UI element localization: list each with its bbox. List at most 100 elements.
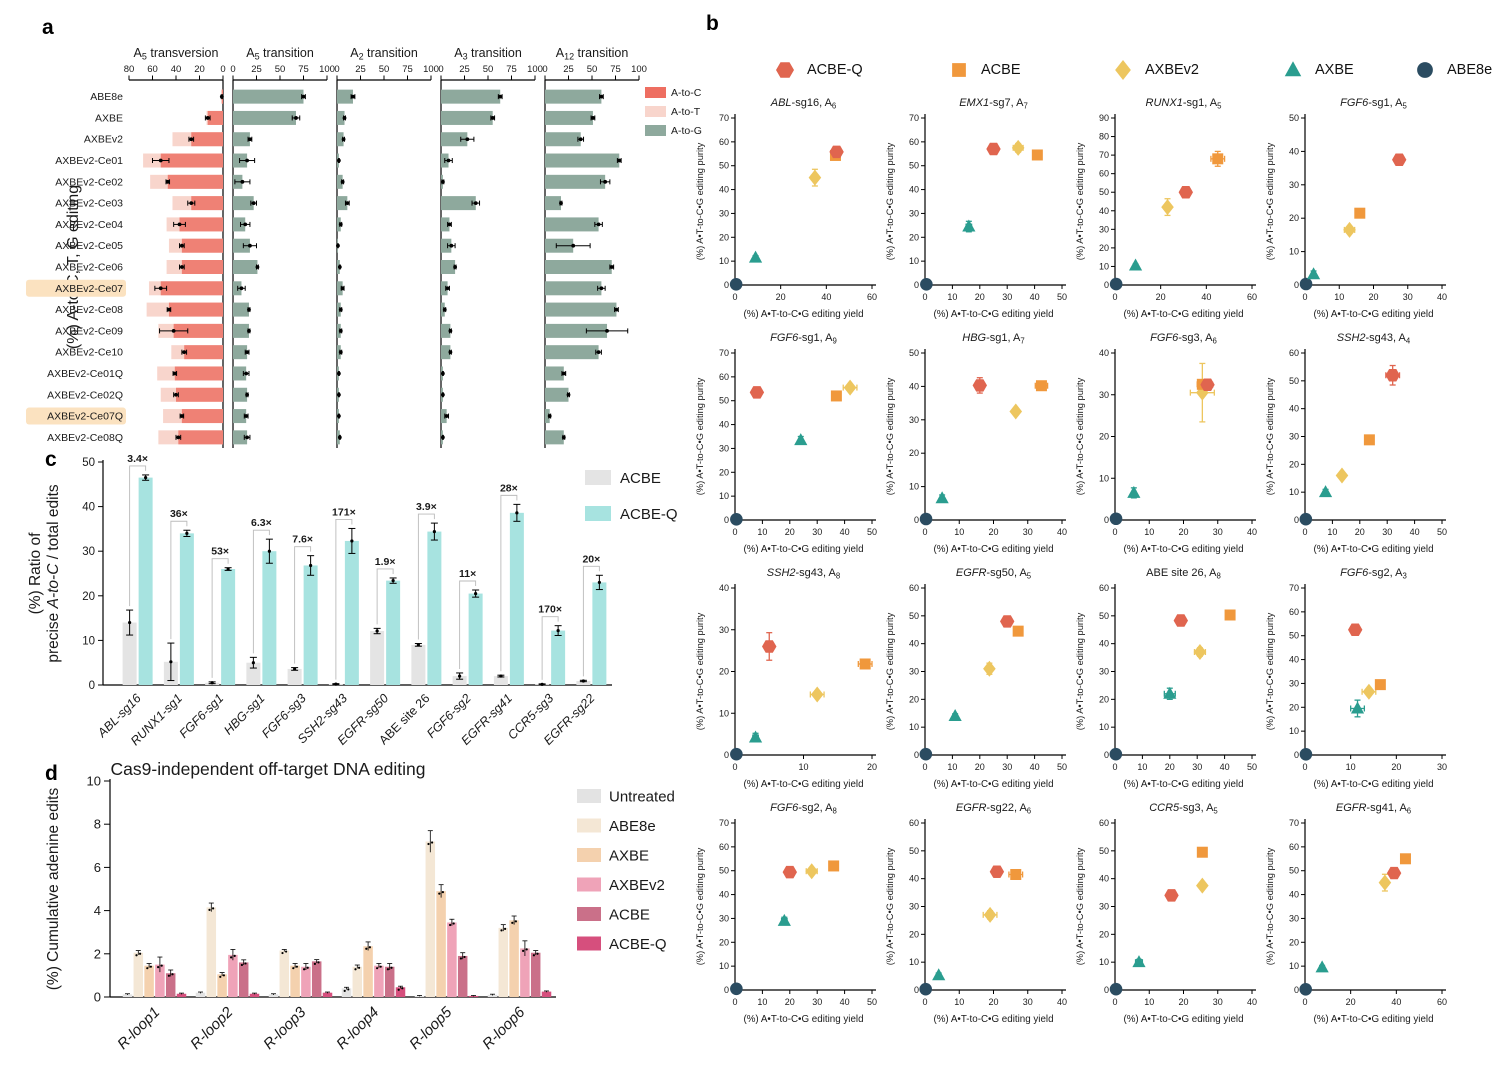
svg-text:60: 60 (1247, 292, 1257, 302)
svg-text:AXBEv2-Ce01Q: AXBEv2-Ce01Q (47, 368, 123, 380)
svg-text:30: 30 (1002, 292, 1012, 302)
svg-text:R-loop3: R-loop3 (260, 1003, 310, 1053)
svg-text:75: 75 (298, 64, 309, 75)
svg-text:(%) A•T-to-C•G editing yield: (%) A•T-to-C•G editing yield (933, 779, 1053, 790)
svg-text:Cas9-independent off-target DN: Cas9-independent off-target DNA editing (111, 759, 426, 779)
svg-text:0: 0 (724, 985, 729, 995)
svg-text:50: 50 (867, 997, 877, 1007)
svg-text:20: 20 (909, 448, 919, 458)
legend-label: AXBE (1315, 62, 1354, 78)
hexagon-icon (776, 62, 794, 78)
svg-text:25: 25 (563, 64, 574, 75)
svg-text:30: 30 (812, 527, 822, 537)
svg-text:40: 40 (1099, 206, 1109, 216)
svg-text:0: 0 (1112, 762, 1117, 772)
svg-text:20: 20 (785, 527, 795, 537)
svg-text:40: 40 (1099, 348, 1109, 358)
svg-text:3.9×: 3.9× (416, 501, 437, 513)
svg-text:AXBEv2-Ce01: AXBEv2-Ce01 (55, 155, 123, 167)
svg-text:EMX1-sg7, A7: EMX1-sg7, A7 (959, 97, 1028, 111)
svg-text:100: 100 (527, 64, 543, 75)
svg-text:30: 30 (1002, 762, 1012, 772)
svg-text:0: 0 (914, 280, 919, 290)
svg-text:30: 30 (1382, 527, 1392, 537)
square-icon (952, 63, 966, 77)
svg-text:EGFR-sg22, A6: EGFR-sg22, A6 (956, 802, 1031, 816)
svg-text:R-loop2: R-loop2 (187, 1003, 237, 1053)
svg-text:ABL-sg16, A6: ABL-sg16, A6 (770, 97, 837, 111)
svg-text:ACBE: ACBE (609, 907, 650, 924)
svg-text:40: 40 (1099, 874, 1109, 884)
svg-text:10: 10 (719, 708, 729, 718)
svg-text:(%) A•T-to-C•G editing purity: (%) A•T-to-C•G editing purity (695, 612, 705, 730)
panel-c-chart-container: 0 10 20 30 40 50 (%) Ratio ofprecise A-to-C / … (0, 440, 710, 780)
svg-text:40: 40 (719, 583, 729, 593)
svg-text:60: 60 (719, 137, 729, 147)
svg-text:60: 60 (147, 64, 158, 75)
svg-text:0: 0 (1112, 292, 1117, 302)
svg-text:20: 20 (1368, 292, 1378, 302)
svg-text:0: 0 (542, 64, 547, 75)
svg-text:20: 20 (867, 762, 877, 772)
svg-text:0: 0 (94, 990, 101, 1005)
svg-text:20: 20 (1178, 997, 1188, 1007)
svg-text:10: 10 (757, 527, 767, 537)
scatter-EMX1sg7a: EMX1-sg7, A7 0 10 20 30 40 50 60 70 0 10 20 30 40 50 (%… (885, 97, 1067, 320)
svg-text:(%) A•T-to-C•G editing purity: (%) A•T-to-C•G editing purity (1075, 142, 1085, 260)
svg-text:10: 10 (87, 774, 101, 789)
svg-text:50: 50 (1289, 866, 1299, 876)
scatter-SSH2sg43a: SSH2-sg43, A4 0 10 20 30 40 50 60 0 10 20 30 40 50 (%)… (1265, 332, 1447, 555)
svg-text:80: 80 (124, 64, 135, 75)
panel-b-label: b (706, 12, 719, 35)
svg-text:(%) Cumulative adenine edits: (%) Cumulative adenine edits (45, 788, 62, 991)
scatter-EGFRsg50a: EGFR-sg50, A5 0 10 20 30 40 50 60 0 10 20 30 40 50 (%)… (885, 567, 1067, 790)
svg-text:ACBE-Q: ACBE-Q (609, 936, 667, 953)
svg-text:0: 0 (1294, 515, 1299, 525)
svg-text:10: 10 (1327, 527, 1337, 537)
svg-text:30: 30 (1023, 527, 1033, 537)
svg-text:20: 20 (1391, 762, 1401, 772)
svg-text:50: 50 (275, 64, 286, 75)
svg-text:10: 10 (1289, 961, 1299, 971)
svg-text:40: 40 (1030, 292, 1040, 302)
svg-text:(%) A•T-to-C•G editing purity: (%) A•T-to-C•G editing purity (885, 142, 895, 260)
svg-text:0: 0 (922, 997, 927, 1007)
svg-text:6.3×: 6.3× (251, 517, 272, 529)
svg-text:53×: 53× (211, 546, 229, 558)
svg-text:30: 30 (909, 902, 919, 912)
svg-text:0: 0 (732, 527, 737, 537)
svg-text:40: 40 (1289, 146, 1299, 156)
svg-text:40: 40 (909, 639, 919, 649)
svg-text:AXBEv2-Ce02Q: AXBEv2-Ce02Q (47, 389, 123, 401)
svg-text:30: 30 (1289, 432, 1299, 442)
svg-text:(%) A•T-to-C•G editing yield: (%) A•T-to-C•G editing yield (1313, 309, 1433, 320)
scatter-FGF6sg1a: FGF6-sg1, A9 0 10 20 30 40 50 60 70 0 10 20 30 40 50 (%… (695, 332, 877, 555)
svg-text:60: 60 (1099, 169, 1109, 179)
svg-text:20: 20 (1099, 694, 1109, 704)
svg-text:50: 50 (1289, 631, 1299, 641)
svg-text:40: 40 (1030, 762, 1040, 772)
svg-text:20: 20 (988, 997, 998, 1007)
svg-text:8: 8 (94, 817, 101, 832)
svg-text:10: 10 (909, 256, 919, 266)
svg-text:20: 20 (1346, 997, 1356, 1007)
scatter-HBGsg1a: HBG-sg1, A7 0 10 20 30 40 50 0 10 20 30 40 (%) A•T-t… (885, 332, 1067, 555)
svg-text:10: 10 (1099, 473, 1109, 483)
legend-axbe-item: AXBE (1280, 58, 1354, 82)
svg-text:50: 50 (1289, 376, 1299, 386)
scatter-EGFRsg41a: EGFR-sg41, A6 0 10 20 30 40 50 60 70 0 20 40 60 (%) A… (1265, 802, 1447, 1025)
svg-text:0: 0 (1112, 527, 1117, 537)
svg-text:40: 40 (1289, 655, 1299, 665)
svg-text:10: 10 (954, 527, 964, 537)
svg-text:40: 40 (1201, 292, 1211, 302)
svg-text:Untreated: Untreated (609, 789, 675, 806)
svg-text:AXBEv2-Ce08Q: AXBEv2-Ce08Q (47, 432, 123, 444)
svg-text:20: 20 (1289, 459, 1299, 469)
svg-text:30: 30 (1192, 762, 1202, 772)
panel-a-chart: (%) A-to-C, T, G editing ABE8e AXBE AXBEv2 A… (26, 46, 702, 448)
svg-text:10: 10 (719, 961, 729, 971)
svg-text:A-to-G: A-to-G (671, 125, 702, 137)
svg-text:40: 40 (840, 997, 850, 1007)
svg-text:60: 60 (1289, 842, 1299, 852)
svg-text:28×: 28× (500, 482, 518, 494)
